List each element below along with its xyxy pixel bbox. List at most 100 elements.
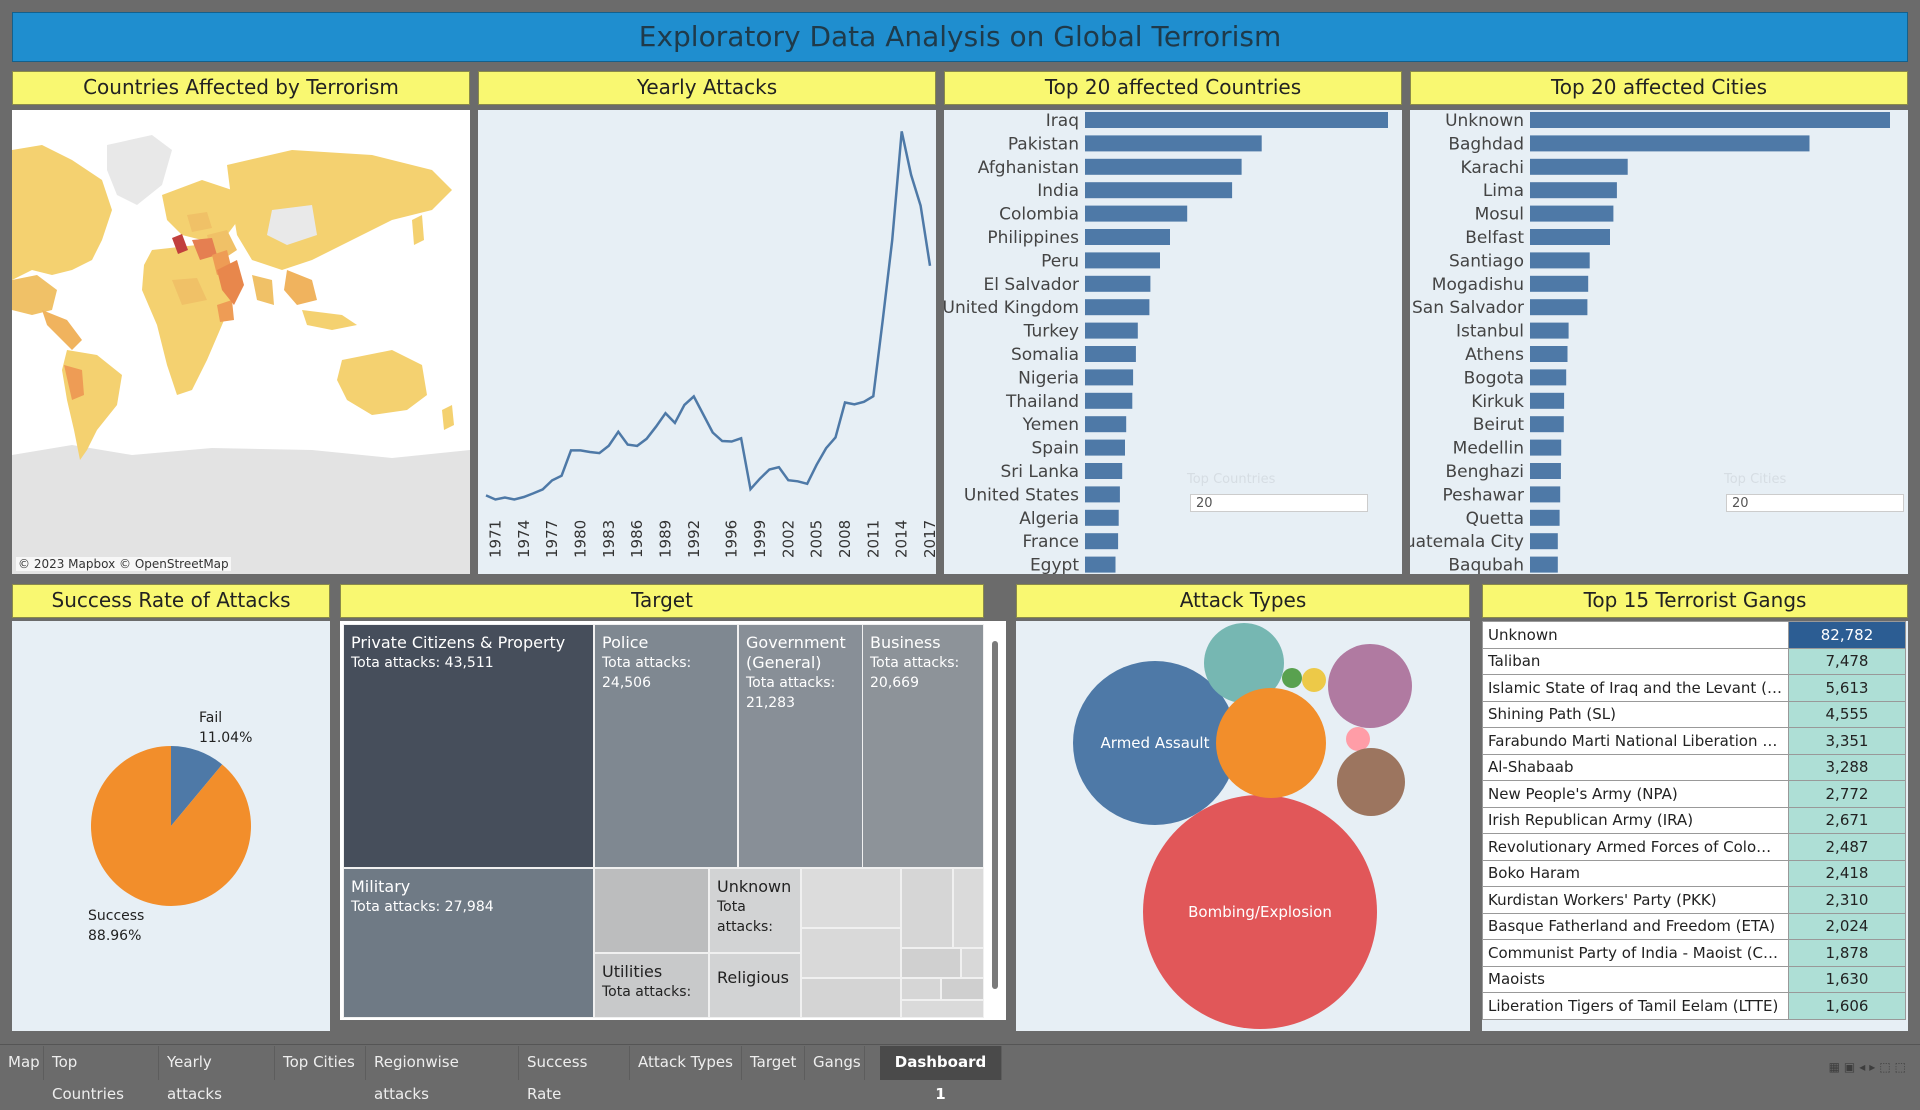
bar[interactable] (1530, 392, 1565, 409)
target-tile-small-1[interactable] (801, 868, 901, 928)
bar[interactable] (1530, 182, 1617, 199)
bar[interactable] (1085, 299, 1150, 316)
bar[interactable] (1530, 112, 1890, 128)
pie-slice-fail[interactable] (171, 746, 223, 826)
bar[interactable] (1530, 322, 1569, 339)
gang-row[interactable]: Islamic State of Iraq and the Levant (IS… (1482, 674, 1906, 702)
target-tile-religious[interactable]: Religious (709, 953, 801, 1018)
target-tile-small-8[interactable] (901, 978, 941, 1000)
bubble-5[interactable] (1302, 668, 1326, 692)
yearly-attacks-chart[interactable]: 1971 1974 1977 1980 1983 1986 1989 1992 1996 1999… (478, 110, 936, 574)
bar[interactable] (1530, 205, 1614, 222)
bubble-armed-assault[interactable] (1073, 661, 1237, 825)
bubble-3[interactable] (1204, 623, 1284, 703)
bubble-bombing-explosion[interactable] (1143, 795, 1377, 1029)
world-map[interactable]: © 2023 Mapbox © OpenStreetMap (12, 110, 470, 574)
bar[interactable] (1530, 509, 1560, 526)
target-tile-small-4[interactable] (901, 868, 953, 948)
countries-filter-input[interactable]: 20 (1190, 494, 1368, 512)
tab-target[interactable]: Target (742, 1046, 805, 1080)
bar[interactable] (1085, 346, 1136, 362)
bar[interactable] (1530, 158, 1628, 175)
target-tile-small-9[interactable] (941, 978, 984, 1000)
gang-row[interactable]: Boko Haram 2,418 (1482, 859, 1906, 887)
tab-yearly-attacks[interactable]: Yearly attacks (159, 1046, 275, 1103)
bubble-4[interactable] (1282, 668, 1302, 688)
bar[interactable] (1530, 369, 1567, 386)
tab-attack-types[interactable]: Attack Types (630, 1046, 742, 1080)
bubble-6[interactable] (1328, 644, 1412, 728)
target-tile-blank-1[interactable] (594, 868, 709, 953)
tab-success-rate[interactable]: Success Rate (519, 1046, 630, 1103)
map-attribution[interactable]: © 2023 Mapbox © OpenStreetMap (16, 557, 231, 571)
attack-types-chart[interactable]: Armed Assault Bombing/Explosion (1016, 621, 1470, 1031)
bar[interactable] (1085, 416, 1127, 433)
tab-dashboard-1[interactable]: Dashboard 1 (880, 1046, 1002, 1103)
target-tile-military[interactable]: Military Tota attacks: 27,984 (343, 868, 594, 1018)
bubble-7[interactable] (1216, 688, 1326, 798)
gang-row[interactable]: Al-Shabaab 3,288 (1482, 753, 1906, 781)
bar[interactable] (1085, 252, 1160, 269)
bubble-8[interactable] (1346, 727, 1370, 751)
bar[interactable] (1530, 275, 1589, 292)
bar[interactable] (1530, 299, 1588, 316)
target-tile-small-5[interactable] (953, 868, 984, 948)
gang-row[interactable]: Shining Path (SL) 4,555 (1482, 700, 1906, 728)
success-rate-chart[interactable]: Fail 11.04% Success 88.96% (12, 621, 330, 1031)
bar[interactable] (1530, 416, 1564, 433)
bar[interactable] (1530, 229, 1610, 245)
bar[interactable] (1085, 556, 1116, 573)
gang-row[interactable]: Taliban 7,478 (1482, 647, 1906, 675)
tab-map[interactable]: Map (0, 1046, 44, 1080)
target-tile-small-3[interactable] (801, 978, 901, 1018)
bar[interactable] (1085, 392, 1133, 409)
gang-row[interactable]: Kurdistan Workers' Party (PKK) 2,310 (1482, 886, 1906, 914)
bar[interactable] (1085, 463, 1123, 479)
bar[interactable] (1530, 135, 1810, 152)
tab-top-cities[interactable]: Top Cities (275, 1046, 366, 1080)
bar[interactable] (1085, 112, 1388, 128)
bar[interactable] (1530, 252, 1590, 269)
target-tile-business[interactable]: Business Tota attacks: 20,669 (862, 624, 984, 868)
gang-row[interactable]: Farabundo Marti National Liberation Fro.… (1482, 727, 1906, 755)
view-controls-icon[interactable]: ▦▣◂▸⬚⬚ (1828, 1060, 1910, 1074)
tab-top-countries[interactable]: Top Countries (44, 1046, 159, 1103)
bar[interactable] (1085, 275, 1151, 292)
bar[interactable] (1530, 463, 1561, 479)
target-tile-utilities[interactable]: Utilities Tota attacks: (594, 953, 709, 1018)
bar[interactable] (1530, 486, 1561, 503)
gang-row[interactable]: Communist Party of India - Maoist (CPI-M… (1482, 939, 1906, 967)
gang-row[interactable]: Unknown 82,782 (1482, 621, 1906, 649)
target-tile-small-2[interactable] (801, 928, 901, 978)
bar[interactable] (1085, 322, 1138, 339)
treemap-scrollbar[interactable] (992, 641, 998, 989)
cities-filter-input[interactable]: 20 (1726, 494, 1904, 512)
pie-slice-success[interactable] (90, 746, 251, 906)
bar[interactable] (1530, 439, 1562, 456)
bar[interactable] (1085, 158, 1242, 175)
target-tile-small-6[interactable] (901, 948, 961, 978)
target-tile-government[interactable]: Government (General) Tota attacks: 21,28… (738, 624, 864, 868)
top-cities-chart[interactable]: Unknown Baghdad Karachi Lima Mosul Belfast San… (1410, 110, 1908, 574)
bar[interactable] (1085, 439, 1125, 456)
gang-row[interactable]: Maoists 1,630 (1482, 965, 1906, 993)
bar[interactable] (1085, 135, 1262, 152)
target-tile-small-7[interactable] (961, 948, 984, 978)
bar[interactable] (1530, 533, 1558, 550)
bar[interactable] (1085, 509, 1119, 526)
gang-row[interactable]: Irish Republican Army (IRA) 2,671 (1482, 806, 1906, 834)
bar[interactable] (1530, 556, 1558, 573)
bubble-9[interactable] (1337, 748, 1405, 816)
target-treemap[interactable]: Private Citizens & Property Tota attacks… (340, 621, 1006, 1020)
bar[interactable] (1085, 205, 1188, 222)
bar[interactable] (1530, 346, 1568, 362)
tab-regionwise-attacks[interactable]: Regionwise attacks (366, 1046, 519, 1103)
bar[interactable] (1085, 229, 1170, 245)
target-tile-private-citizens[interactable]: Private Citizens & Property Tota attacks… (343, 624, 594, 868)
gang-row[interactable]: Liberation Tigers of Tamil Eelam (LTTE) 1… (1482, 992, 1906, 1020)
gang-row[interactable]: Revolutionary Armed Forces of Colombia .… (1482, 833, 1906, 861)
target-tile-unknown[interactable]: Unknown Tota attacks: (709, 868, 801, 953)
target-tile-police[interactable]: Police Tota attacks: 24,506 (594, 624, 738, 868)
bar[interactable] (1085, 533, 1119, 550)
target-tile-small-10[interactable] (901, 1000, 984, 1018)
